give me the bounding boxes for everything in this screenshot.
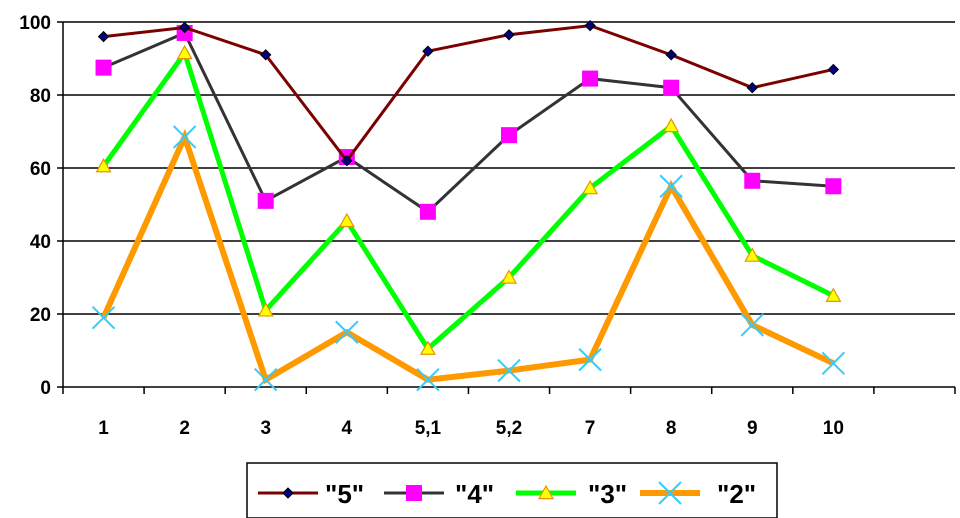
diamond-marker [422,45,434,57]
diamond-marker [341,154,353,167]
diamond-marker [827,63,840,76]
gridlines [63,21,955,315]
square-marker [95,59,112,76]
triangle-marker [582,179,599,195]
square-marker [406,485,422,501]
square-marker [419,203,436,220]
series-3 [91,125,846,392]
triangle-marker [176,44,193,60]
x-marker-stroke [172,125,197,149]
diamond-marker [97,30,110,43]
y-tick-label: 60 [30,159,51,180]
x-tick-label: 7 [585,418,596,439]
diamond-marker [746,81,758,94]
series-line [100,128,835,385]
square-marker [582,70,599,87]
triangle-marker [537,484,555,500]
y-tick-label: 0 [40,378,51,399]
x-tick-label: 3 [260,418,271,439]
triangle-marker [825,287,842,302]
x-marker-stroke [659,174,683,198]
diamond-marker [282,487,294,499]
diamond-marker [260,49,272,61]
x-marker-stroke [497,358,521,383]
diamond-marker [584,19,596,32]
y-tick-label: 100 [19,13,51,34]
x-marker-stroke [821,351,846,375]
x-marker-stroke [254,367,278,392]
x-marker-stroke [740,313,764,337]
legend-label: "4" [455,479,494,509]
y-tick-label: 80 [30,86,51,107]
x-tick-label: 5,2 [496,418,522,439]
x-marker-stroke [658,481,682,505]
triangle-marker [338,212,355,228]
x-tick-labels: 1 2 3 4 5,1 5,2 7 8 9 10 [98,418,844,439]
legend-label: "5" [325,479,364,509]
triangle-marker [500,269,518,284]
diamond-marker [665,49,677,61]
square-marker [257,192,274,209]
triangle-marker [95,157,112,173]
x-marker-stroke [578,347,602,372]
series-line [101,47,835,353]
square-marker [663,79,680,96]
triangle-marker [663,117,680,133]
series-group [91,19,846,392]
square-marker [744,172,761,189]
x-marker-stroke [416,367,440,392]
triangle-marker [257,302,274,317]
x-tick-label: 9 [747,418,758,439]
x-tick-label: 8 [666,418,677,439]
series-line [103,24,834,164]
x-tick-label: 2 [179,418,190,439]
legend-item: "3" [516,479,627,509]
x-tick-label: 4 [342,418,353,439]
triangle-marker [744,247,761,262]
axes [57,21,956,394]
y-tick-label: 20 [30,305,51,326]
diamond-marker [503,29,515,41]
series-line [102,31,834,214]
triangle-marker [419,340,436,355]
x-marker-stroke [91,305,116,330]
legend-label: "3" [588,479,627,509]
y-tick-label: 40 [30,232,51,253]
series-0 [97,19,840,167]
series-2 [95,44,842,355]
legend: "5" "4" "3" "2" [246,462,778,518]
y-tick-labels: 0 20 40 60 80 100 [19,13,51,399]
legend-item: "5" [258,479,364,509]
legend-item: "2" [640,479,756,509]
legend-label: "2" [717,479,756,509]
square-marker [825,178,842,195]
diamond-marker [178,21,191,34]
x-tick-label: 5,1 [415,418,442,439]
legend-item: "4" [384,479,494,509]
x-marker-stroke [335,320,359,344]
square-marker [501,127,517,144]
x-tick-label: 1 [98,418,109,439]
x-tick-label: 10 [823,418,844,439]
